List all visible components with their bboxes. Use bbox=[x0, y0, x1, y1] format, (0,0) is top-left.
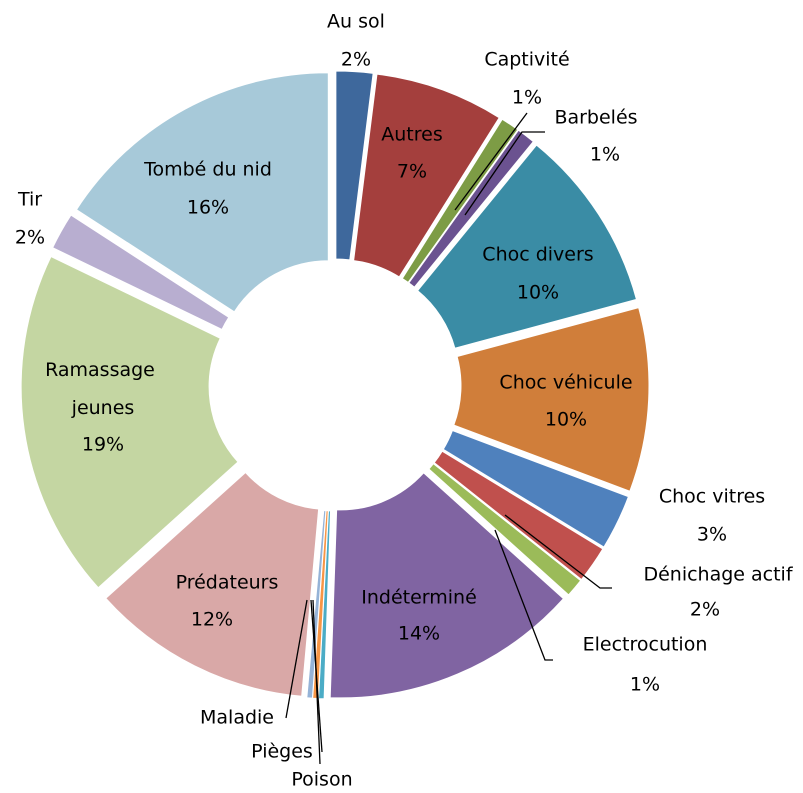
slice-label: Choc vitres bbox=[659, 486, 765, 508]
value-label: 1% bbox=[590, 144, 620, 166]
slice bbox=[353, 73, 500, 278]
slice bbox=[306, 509, 327, 699]
slice bbox=[51, 214, 230, 331]
slice bbox=[329, 472, 565, 699]
slice bbox=[75, 72, 329, 313]
value-label: 2% bbox=[15, 227, 45, 249]
leader-line bbox=[504, 514, 612, 589]
slice-label: Indéterminé bbox=[361, 587, 477, 609]
slice-label: Captivité bbox=[484, 49, 569, 71]
slice-label: Electrocution bbox=[583, 634, 708, 656]
slice-label: Choc divers bbox=[482, 244, 593, 266]
slice bbox=[428, 462, 582, 596]
slice bbox=[335, 70, 374, 261]
slice bbox=[433, 450, 604, 581]
slice-label: Poison bbox=[291, 769, 352, 791]
value-label: 10% bbox=[545, 409, 587, 431]
value-label: 16% bbox=[187, 197, 229, 219]
slice-label: Tir bbox=[17, 189, 42, 211]
slice bbox=[442, 429, 630, 548]
slice-label: Au sol bbox=[327, 11, 385, 33]
slice-label: Tombé du nid bbox=[143, 159, 272, 181]
slice bbox=[20, 255, 239, 589]
slice-label: Barbelés bbox=[554, 107, 637, 129]
value-label: 1% bbox=[512, 87, 542, 109]
value-label: 19% bbox=[82, 434, 124, 456]
value-label: 1% bbox=[630, 674, 660, 696]
leader-line bbox=[310, 599, 323, 753]
value-label: 2% bbox=[690, 599, 720, 621]
slice-label: Choc véhicule bbox=[499, 372, 632, 394]
slice bbox=[105, 471, 320, 697]
slice bbox=[453, 307, 650, 492]
leader-line bbox=[454, 112, 528, 211]
leader-line bbox=[285, 599, 308, 719]
value-label: 12% bbox=[191, 609, 233, 631]
slice-label: Prédateurs bbox=[176, 572, 279, 594]
slice-label: Dénichage actif bbox=[643, 564, 793, 586]
value-label: 2% bbox=[341, 49, 371, 71]
value-label: 7% bbox=[397, 161, 427, 183]
slice bbox=[408, 129, 535, 288]
value-label: 14% bbox=[398, 623, 440, 645]
slice bbox=[401, 118, 519, 284]
value-label: 10% bbox=[517, 282, 559, 304]
slice-label: Maladie bbox=[200, 707, 274, 729]
slice-label: Pièges bbox=[251, 741, 313, 763]
slice-label: Ramassage jeunes bbox=[45, 359, 161, 419]
slice bbox=[416, 144, 638, 349]
slice-label: Autres bbox=[381, 124, 442, 146]
value-label: 3% bbox=[697, 524, 727, 546]
leader-line bbox=[464, 131, 545, 216]
leader-line bbox=[494, 529, 553, 661]
